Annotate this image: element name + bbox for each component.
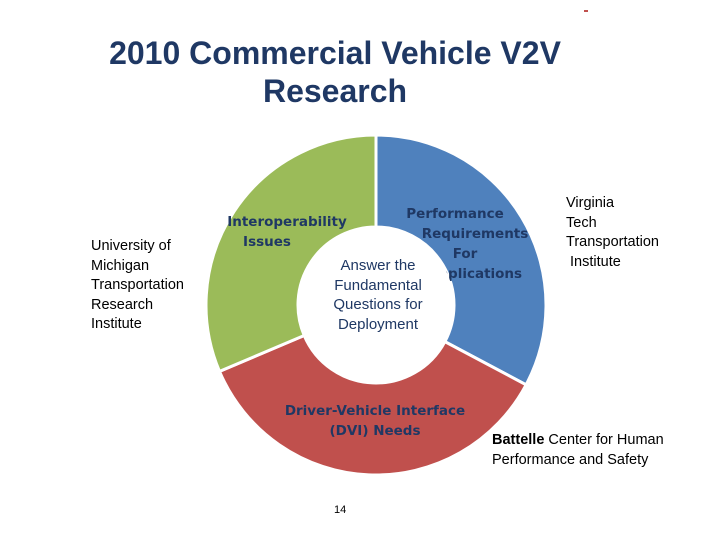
vtti-line-1: Virginia	[566, 195, 615, 211]
umtri-line-1: University of	[91, 238, 171, 254]
title-line-1: 2010 Commercial Vehicle V2V	[109, 35, 561, 71]
battelle-line-1: Battelle Center for Human	[492, 431, 664, 451]
segment-interoperability-label-1: Interoperability	[227, 214, 347, 230]
battelle-label: Battelle Center for Human Performance an…	[492, 431, 664, 470]
segment-performance-label-4: Applications	[428, 266, 522, 282]
slide-title: 2010 Commercial Vehicle V2V Research	[60, 34, 610, 110]
center-line-4: Deployment	[337, 315, 419, 333]
center-circle	[298, 227, 454, 383]
center-line-2: Fundamental	[334, 276, 422, 294]
umtri-line-4: Research	[91, 296, 154, 313]
segment-dvi-label-1: Driver-Vehicle Interface	[285, 403, 465, 419]
center-line-1: Answer the	[340, 257, 416, 274]
battelle-line-1-rest: Center for Human	[544, 432, 664, 448]
segment-performance-label-2: Requirements	[422, 226, 529, 242]
center-text: Answer the Fundamental Questions for Dep…	[318, 256, 438, 334]
umtri-label: University of Michigan Transportation Re…	[91, 237, 184, 335]
battelle-line-2: Performance and Safety	[492, 451, 649, 468]
title-line-2: Research	[262, 73, 408, 109]
vtti-label: Virginia Tech Transportation Institute	[566, 194, 659, 272]
segment-dvi-label-2: (DVI) Needs	[329, 423, 420, 439]
page-number: 14	[334, 504, 347, 516]
vtti-line-4: Institute	[566, 253, 621, 270]
umtri-line-2: Michigan	[91, 257, 150, 274]
umtri-line-3: Transportation	[91, 277, 184, 293]
vtti-line-2: Tech	[566, 214, 597, 231]
corner-mark	[584, 10, 588, 12]
segment-performance-label-3: For	[453, 246, 478, 262]
center-line-3: Questions for	[333, 296, 423, 313]
segment-performance-label-1: Performance	[406, 206, 503, 222]
battelle-name: Battelle	[492, 432, 545, 448]
umtri-line-5: Institute	[91, 316, 142, 332]
segment-interoperability-label-2: Issues	[243, 234, 291, 250]
vtti-line-3: Transportation	[566, 234, 659, 250]
